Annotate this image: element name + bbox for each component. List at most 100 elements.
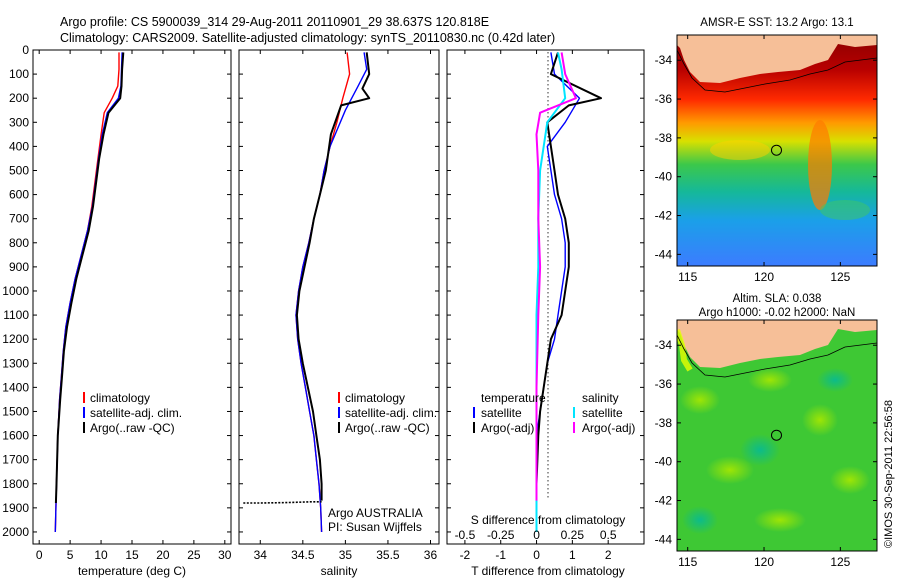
shelf-contour	[677, 49, 877, 93]
map-lon-label: 115	[678, 555, 697, 569]
map-lat-label: -42	[655, 209, 673, 223]
map-lat-label: -42	[655, 494, 673, 508]
map-lat-label: -38	[655, 416, 673, 430]
depth-tick-label: 200	[9, 91, 29, 105]
sla-high-1	[680, 386, 720, 414]
depth-tick-label: 1500	[2, 404, 29, 418]
depth-tick-label: 1300	[2, 356, 29, 370]
s-difference-tick-label: -0.5	[455, 528, 476, 542]
green-patch	[820, 200, 870, 220]
temperature-profiles	[54, 52, 125, 533]
s-difference-tick-label: 0	[533, 528, 540, 542]
map-lon-label: 120	[754, 270, 774, 284]
sla-map-title: Altim. SLA: 0.038	[733, 293, 822, 305]
difference-panel: -2 -1 0 1 2 T difference from climatology S …	[446, 49, 645, 578]
s-difference-tick-label: 0.5	[600, 528, 617, 542]
x-tick-label: 0	[36, 548, 43, 562]
x-tick-label: 34.5	[291, 548, 315, 562]
series-line-argo-adj-	[535, 52, 602, 503]
argo-position-marker	[771, 144, 782, 156]
legend-swatch-satellite	[83, 407, 85, 418]
legend-label-t-argo: Argo(-adj)	[481, 421, 534, 435]
x-tick-label: 2	[605, 548, 612, 562]
depth-tick-label: 1600	[2, 429, 29, 443]
legend-swatch-s-satellite	[573, 407, 575, 418]
x-tick-label: 10	[94, 548, 108, 562]
shelf-contour	[677, 334, 877, 378]
legend-swatch-climatology	[83, 392, 85, 403]
legend-label-s-argo: Argo(-adj)	[582, 421, 635, 435]
warm-tongue	[808, 120, 832, 210]
pi-annotation: PI: Susan Wijffels	[328, 520, 422, 534]
sla-field	[677, 320, 877, 551]
legend-label-satellite: satellite-adj. clim.	[345, 406, 437, 420]
legend-header-temperature: temperature	[481, 391, 546, 405]
legend-label-climatology: climatology	[345, 391, 405, 405]
legend-label-t-satellite: satellite	[481, 406, 522, 420]
coastal-high	[677, 329, 693, 372]
difference-profiles	[535, 52, 602, 532]
sla-map-subtitle: Argo h1000: -0.02 h2000: NaN	[699, 307, 856, 319]
legend-label-argo: Argo(..raw -QC)	[90, 421, 175, 435]
difference-axes-frame	[446, 49, 645, 545]
map-lon-label: 120	[754, 555, 774, 569]
sla-low-1	[740, 434, 780, 466]
s-difference-ticks: -0.5 -0.25 0 0.25 0.5	[455, 528, 617, 542]
legend-swatch-argo	[83, 422, 85, 433]
temperature-x-label: temperature (deg C)	[78, 564, 186, 578]
depth-tick-label: 2000	[2, 525, 29, 539]
map-lat-label: -44	[655, 247, 673, 261]
warm-patch	[710, 140, 770, 160]
x-tick-label: 36	[424, 548, 438, 562]
sla-map: Altim. SLA: 0.038 Argo h1000: -0.02 h200…	[655, 293, 878, 569]
map-lat-label: -38	[655, 131, 673, 145]
depth-tick-label: 1400	[2, 380, 29, 394]
difference-y-ticks	[447, 49, 644, 533]
sst-field	[677, 35, 877, 266]
series-line-argo-raw-qc-	[295, 52, 371, 501]
sla-high-2	[748, 368, 792, 392]
legend-swatch-climatology	[338, 392, 340, 403]
temperature-legend: climatology satellite-adj. clim. Argo(..…	[83, 391, 182, 435]
depth-tick-label: 1000	[2, 284, 29, 298]
series-line-argo-adj-	[535, 52, 577, 501]
temperature-axes-frame	[32, 49, 232, 545]
legend-header-salinity: salinity	[582, 391, 619, 405]
depth-tick-label: 800	[9, 236, 29, 250]
depth-tick-label: 1100	[3, 308, 29, 322]
map-lat-label: -36	[655, 92, 673, 106]
legend-label-argo: Argo(..raw -QC)	[345, 421, 430, 435]
s-difference-tick-label: 0.25	[561, 528, 585, 542]
difference-x-axis: -2 -1 0 1 2	[460, 50, 612, 562]
legend-swatch-satellite	[338, 407, 340, 418]
depth-tick-label: 700	[9, 212, 29, 226]
sst-map-title: AMSR-E SST: 13.2 Argo: 13.1	[700, 17, 853, 29]
x-tick-label: 0	[533, 548, 540, 562]
legend-swatch-t-satellite	[473, 407, 475, 418]
legend-label-climatology: climatology	[90, 391, 150, 405]
australia-landmass	[677, 35, 877, 83]
depth-tick-label: 900	[9, 260, 29, 274]
temperature-panel: 0100200300400500600700800900100011001200…	[2, 43, 232, 578]
depth-tick-label: 300	[9, 115, 29, 129]
x-tick-label: 30	[218, 548, 232, 562]
depth-tick-label: 1700	[2, 453, 29, 467]
sst-map-axes: 115 120 125 -34 -36 -38 -40 -42 -44	[655, 35, 877, 284]
imos-timestamp: ©IMOS 30-Sep-2011 22:56:58	[883, 400, 895, 548]
x-tick-label: 35	[339, 548, 353, 562]
sst-map-frame	[676, 34, 878, 267]
depth-tick-label: 400	[9, 139, 29, 153]
x-tick-label: 15	[125, 548, 139, 562]
x-tick-label: 20	[156, 548, 170, 562]
argo-position-marker	[771, 429, 782, 441]
depth-tick-label: 1900	[2, 501, 29, 515]
x-tick-label: 34	[254, 548, 268, 562]
x-tick-label: -2	[460, 548, 471, 562]
sla-high-5	[830, 466, 870, 494]
s-difference-tick-label: -0.25	[487, 528, 515, 542]
legend-swatch-argo	[338, 422, 340, 433]
salinity-panel: 34 34.5 35 35.5 36 salinity climatology sate…	[238, 49, 440, 578]
difference-legend: temperature salinity satellite Argo(-adj…	[473, 391, 635, 435]
x-tick-label: 25	[187, 548, 201, 562]
depth-tick-label: 600	[9, 188, 29, 202]
